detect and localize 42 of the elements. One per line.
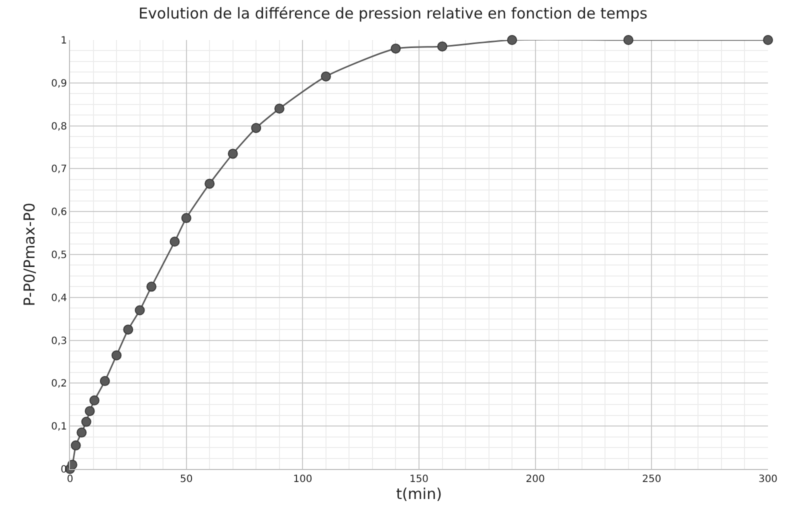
point xyxy=(112,350,122,360)
point xyxy=(100,376,110,386)
point xyxy=(123,324,134,335)
point xyxy=(70,440,81,450)
y-tick-label: 0,5 xyxy=(51,250,67,261)
chart-title: Evolution de la différence de pression relative en fonction de temps xyxy=(138,4,648,22)
point xyxy=(437,41,448,52)
point xyxy=(204,178,215,189)
point xyxy=(134,305,145,316)
x-tick-label: 200 xyxy=(526,474,545,485)
point xyxy=(181,213,192,224)
point xyxy=(228,148,238,159)
y-tick-label: 0,9 xyxy=(51,78,67,90)
point xyxy=(274,104,284,114)
x-tick-label: 150 xyxy=(409,474,429,485)
point xyxy=(146,282,156,292)
y-tick-label: 0,6 xyxy=(51,207,67,218)
y-axis-title: P-P0/Pmax-P0 xyxy=(20,202,38,306)
point xyxy=(507,35,518,45)
x-tick-label: 50 xyxy=(180,474,193,485)
point xyxy=(390,44,401,54)
point xyxy=(84,406,95,416)
y-tick-label: 0,8 xyxy=(51,121,67,132)
y-tick-label: 0,7 xyxy=(51,164,67,176)
x-tick-label: 300 xyxy=(758,474,778,485)
point xyxy=(251,122,262,133)
y-tick-label: 0,4 xyxy=(51,292,67,304)
y-tick-label: 0 xyxy=(60,464,67,476)
point xyxy=(76,428,87,438)
point xyxy=(81,416,92,427)
point xyxy=(763,35,773,45)
point xyxy=(623,35,634,45)
y-tick-label: 0,1 xyxy=(51,422,67,433)
y-tick-label: 0,2 xyxy=(51,378,67,390)
point xyxy=(170,236,180,247)
x-tick-label: 250 xyxy=(642,474,662,485)
y-tick-label: 1 xyxy=(60,36,67,46)
x-tick-label: 100 xyxy=(293,474,312,485)
x-axis-title: t(min) xyxy=(396,485,442,503)
point xyxy=(320,71,331,82)
point xyxy=(89,395,100,406)
y-tick-label: 0,3 xyxy=(51,336,67,347)
